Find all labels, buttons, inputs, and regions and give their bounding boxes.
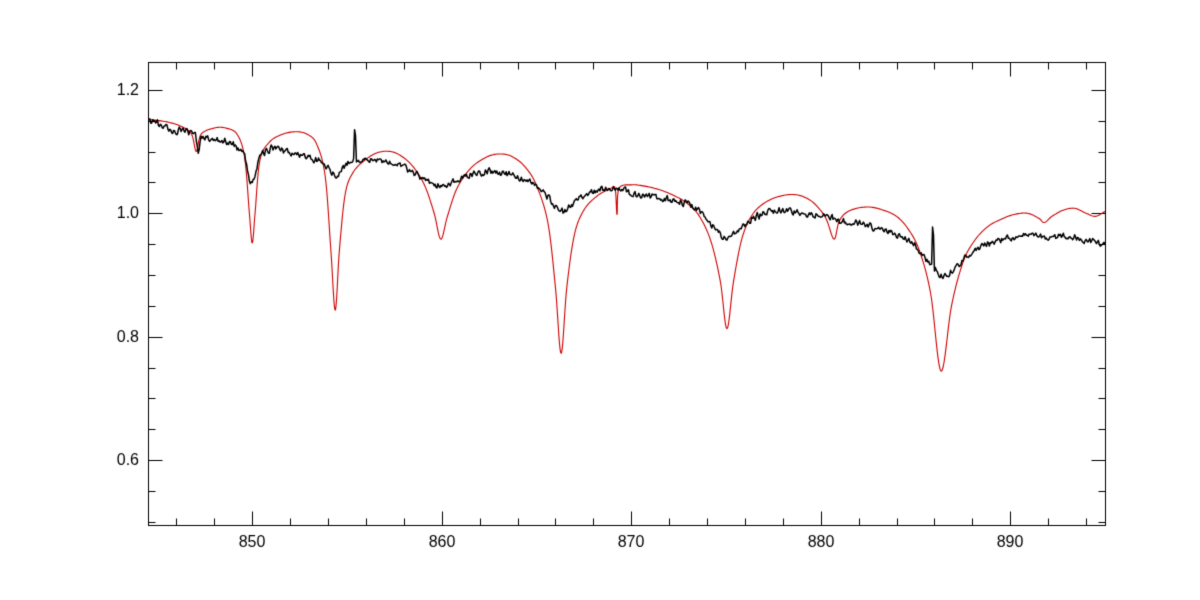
spectrum-chart-canvas xyxy=(0,0,1200,600)
plot-window: 17.111354 1.4791055 1.0000000 1.6704944 … xyxy=(0,0,1200,600)
